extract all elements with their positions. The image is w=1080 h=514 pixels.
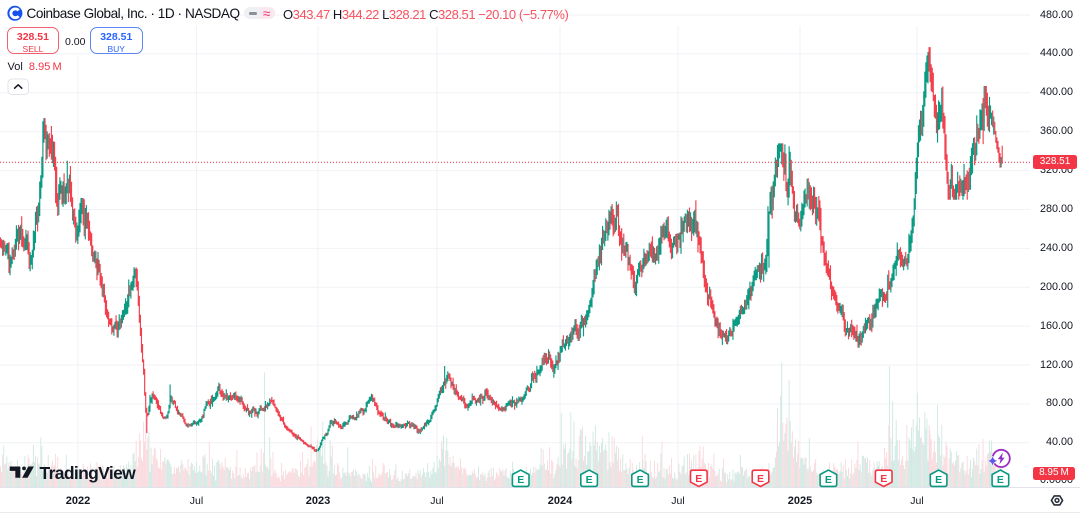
svg-text:E: E	[586, 474, 593, 486]
svg-text:E: E	[825, 474, 832, 486]
svg-text:E: E	[997, 474, 1004, 486]
svg-text:E: E	[637, 474, 644, 486]
svg-text:E: E	[935, 474, 942, 486]
svg-text:E: E	[695, 473, 702, 485]
svg-text:E: E	[757, 473, 764, 485]
svg-text:E: E	[517, 474, 524, 486]
svg-text:E: E	[880, 473, 887, 485]
